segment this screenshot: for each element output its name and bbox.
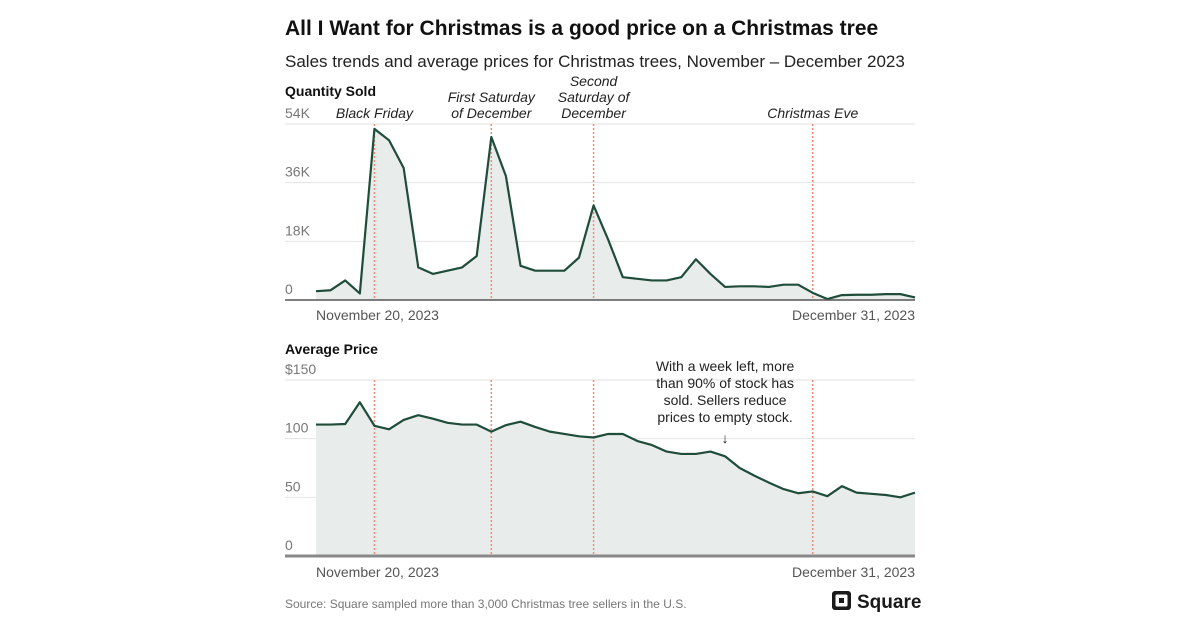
x-tick-start: November 20, 2023 [316, 564, 439, 580]
annotation-text: than 90% of stock has [656, 375, 794, 391]
event-label: December [561, 105, 627, 121]
event-label: First Saturday [448, 89, 536, 105]
y-tick-label: 100 [285, 420, 309, 436]
x-tick-end: December 31, 2023 [792, 307, 915, 323]
annotation-text: prices to empty stock. [657, 409, 792, 425]
annotation-text: With a week left, more [656, 358, 795, 374]
square-logo-text: Square [857, 592, 921, 613]
event-label: of December [451, 105, 532, 121]
event-label: Christmas Eve [767, 105, 858, 121]
series-area [316, 128, 915, 300]
square-logo-icon [832, 591, 851, 610]
y-tick-label: 18K [285, 222, 311, 238]
chart-subtitle: Sales trends and average prices for Chri… [285, 52, 905, 71]
y-tick-label: 54K [285, 105, 311, 121]
y-tick-label: $150 [285, 361, 316, 377]
price-panel-title: Average Price [285, 341, 378, 357]
y-tick-label: 36K [285, 164, 311, 180]
event-label: Black Friday [336, 105, 414, 121]
x-tick-start: November 20, 2023 [316, 307, 439, 323]
series-area [316, 402, 915, 556]
quantity-panel-title: Quantity Sold [285, 83, 376, 99]
y-tick-label: 50 [285, 478, 301, 494]
y-tick-label: 0 [285, 537, 293, 553]
annotation-text: sold. Sellers reduce [664, 392, 787, 408]
annotation-arrow-icon: ↓ [722, 430, 729, 446]
y-tick-label: 0 [285, 281, 293, 297]
x-tick-end: December 31, 2023 [792, 564, 915, 580]
chart-title: All I Want for Christmas is a good price… [285, 17, 878, 40]
event-label: Second [570, 73, 619, 89]
event-label: Saturday of [558, 89, 632, 105]
source-note: Source: Square sampled more than 3,000 C… [285, 597, 687, 611]
series-line [315, 127, 916, 301]
series-line [316, 401, 916, 499]
